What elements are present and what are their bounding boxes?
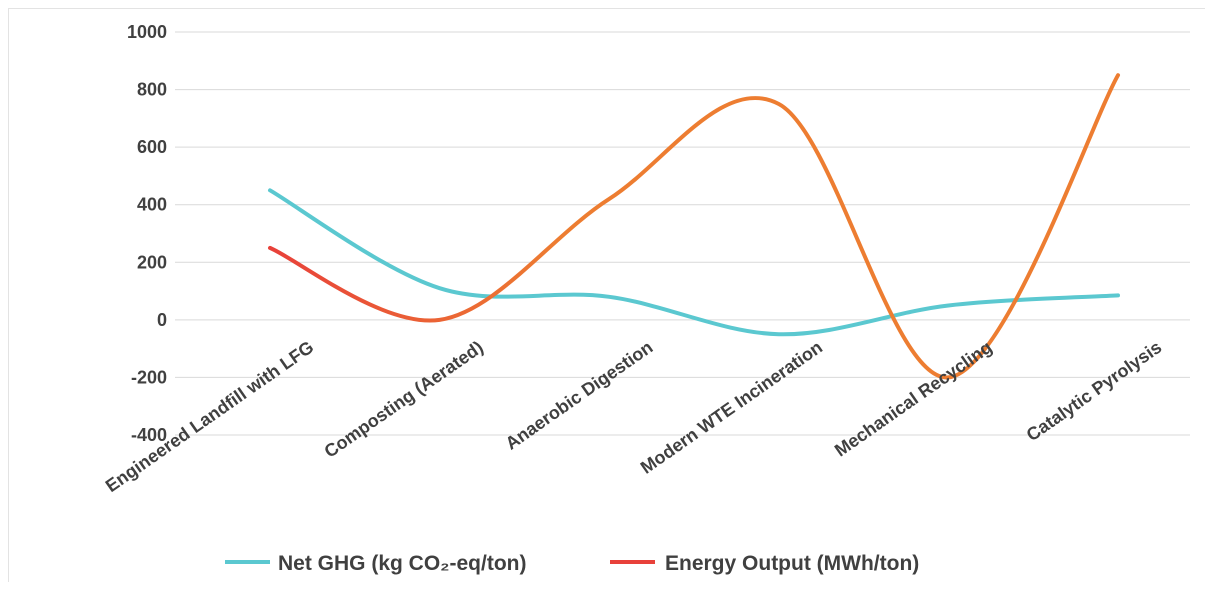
series-lines	[268, 73, 1120, 380]
series-line-net-ghg	[268, 188, 1120, 337]
x-category-label: Composting (Aerated)	[321, 337, 487, 462]
y-tick-label: 0	[157, 310, 167, 330]
legend-label-energy-output: Energy Output (MWh/ton)	[665, 552, 919, 575]
y-tick-label: 800	[137, 80, 167, 100]
y-tick-label: 1000	[127, 22, 167, 42]
x-category-label: Mechanical Recycling	[831, 337, 996, 461]
legend-label-net-ghg: Net GHG (kg CO₂-eq/ton)	[278, 552, 526, 575]
y-tick-label: 200	[137, 252, 167, 272]
legend: Net GHG (kg CO₂-eq/ton) Energy Output (M…	[225, 552, 919, 575]
chart-frame	[8, 8, 1205, 582]
x-category-label: Modern WTE Incineration	[637, 337, 826, 478]
y-axis-ticks: 1000 800 600 400 200 0 -200 -400	[127, 22, 167, 445]
x-category-label: Engineered Landfill with LFG	[102, 337, 317, 496]
x-category-label: Anaerobic Digestion	[502, 337, 657, 454]
x-axis-categories: Engineered Landfill with LFG Composting (…	[102, 337, 1165, 496]
x-category-label: Catalytic Pyrolysis	[1023, 337, 1166, 445]
series-line-energy-output	[268, 73, 1120, 380]
y-tick-label: 600	[137, 137, 167, 157]
y-tick-label: 400	[137, 195, 167, 215]
y-tick-label: -200	[131, 367, 167, 387]
y-tick-label: -400	[131, 425, 167, 445]
gridlines	[175, 31, 1190, 436]
